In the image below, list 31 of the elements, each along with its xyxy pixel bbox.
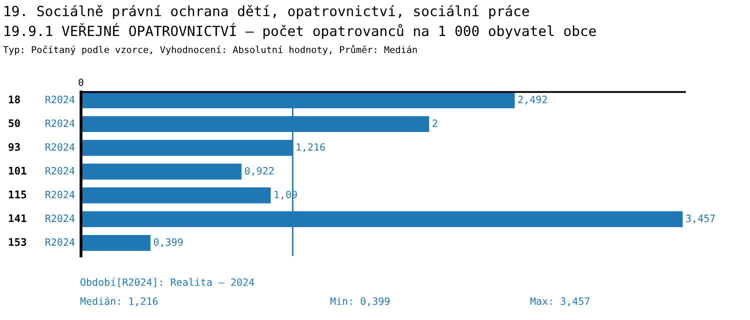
y-tick-label: 93: [8, 143, 20, 151]
y-tick-label: 141: [8, 214, 26, 222]
data-label: 3,457: [686, 214, 715, 224]
text: Medián: 1,216: [80, 296, 158, 306]
text: R2024: [46, 190, 74, 198]
series-label: R2024: [46, 96, 74, 104]
text: R2024: [46, 166, 74, 175]
data-label: 0,922: [244, 166, 274, 176]
text: Období[R2024]: Realita – 2024: [80, 278, 254, 288]
y-tick-label: 50: [8, 119, 20, 128]
text: 0: [78, 78, 84, 86]
text: R2024: [46, 143, 74, 151]
bar: [81, 187, 271, 204]
y-tick-label: 101: [8, 166, 26, 175]
bar: [81, 164, 242, 180]
text: Max: 3,457: [530, 297, 590, 306]
text: Typ: Počítaný podle vzorce, Vyhodnocení: Absolutní hodnoty, Průměr: Medián: [3, 45, 417, 55]
text: R2024: [46, 238, 74, 246]
data-label: 0,399: [154, 238, 183, 248]
y-tick-label: 115: [8, 190, 26, 198]
data-label: 2: [432, 119, 438, 127]
chart-title: 19. Sociálně právní ochrana dětí, opatrovnictví, sociální práce: [4, 5, 529, 19]
bar: [81, 234, 150, 251]
data-label: 1,216: [296, 143, 325, 152]
y-tick-label: 153: [8, 238, 26, 246]
y-tick-label: 18: [8, 95, 20, 104]
chart-subtitle: 19.9.1 VEŘEJNÉ OPATROVNICTVÍ – počet opatrovanců na 1 000 obyvatel obce: [4, 23, 596, 39]
text: R2024: [46, 119, 74, 128]
text: Min: 0,399: [330, 297, 390, 306]
text: R2024: [46, 214, 74, 222]
data-label: 2,492: [518, 96, 547, 105]
